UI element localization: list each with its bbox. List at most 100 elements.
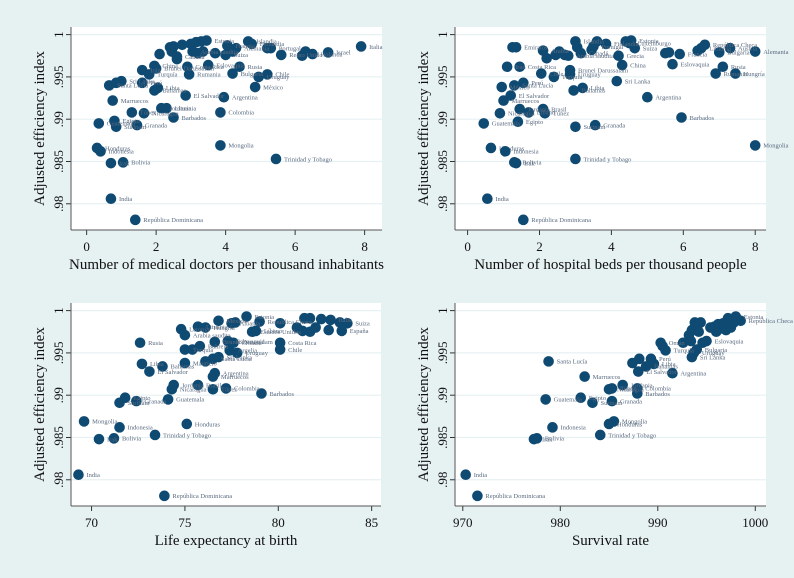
data-point-label: El Salvador — [157, 369, 188, 376]
data-point — [215, 140, 226, 151]
data-point — [570, 153, 581, 165]
data-point — [164, 42, 176, 53]
data-point-label: Irak — [542, 436, 553, 443]
data-point — [500, 146, 511, 157]
data-point — [213, 315, 224, 327]
data-point-label: Francia — [688, 51, 708, 58]
data-point — [325, 314, 336, 326]
data-point-label: Argelia — [238, 348, 257, 355]
data-point-label: Estonia — [215, 38, 235, 45]
data-point-label: Santa Lucía — [557, 359, 588, 366]
y-tick-label: 1 — [435, 31, 450, 38]
data-point-label: Croacia — [241, 340, 261, 347]
y-tick-label: .99 — [51, 111, 66, 127]
data-point — [138, 107, 150, 119]
x-tick-label: 2 — [153, 239, 160, 254]
data-point-label: Mongolia — [92, 419, 117, 426]
data-point-label: Sri Lanka — [625, 78, 651, 85]
data-point-label: Granada — [144, 398, 166, 405]
x-tick-label: 2 — [536, 239, 543, 254]
x-axis-title: Survival rate — [572, 533, 649, 549]
data-point-label: Irak — [524, 160, 535, 167]
data-point-label: Suiza — [355, 321, 370, 328]
data-point — [105, 157, 117, 169]
data-point — [209, 47, 221, 59]
data-point-label: Colombia — [228, 110, 254, 117]
data-point-label: Honduras — [195, 421, 221, 428]
data-point — [110, 121, 122, 133]
data-point — [589, 119, 601, 131]
data-point-label: Guatemala — [492, 121, 520, 128]
data-point — [179, 357, 191, 369]
data-point-label: Nicaragua — [508, 111, 535, 118]
data-point — [611, 75, 623, 87]
data-point — [620, 36, 632, 47]
data-point-label: Argentina — [655, 95, 681, 102]
data-point-label: Italia — [339, 317, 352, 324]
data-point — [632, 366, 644, 377]
data-point — [180, 90, 191, 101]
data-point-label: República Checa — [749, 318, 793, 325]
data-point — [274, 344, 286, 355]
data-point-label: Chile — [288, 347, 302, 354]
data-point-label: Albania — [240, 321, 261, 328]
x-tick-label: 85 — [365, 515, 378, 530]
data-point — [528, 433, 540, 445]
x-tick-label: 4 — [222, 239, 229, 254]
data-point-label: República Dominicana — [143, 217, 203, 224]
data-point — [136, 64, 148, 76]
x-axis-title: Number of medical doctors per thousand i… — [69, 257, 384, 273]
data-point-label: Eslovaquia — [681, 62, 710, 69]
data-point — [640, 361, 652, 372]
data-point-label: Uruguay — [245, 350, 268, 357]
data-point — [275, 49, 287, 61]
data-point — [270, 153, 282, 165]
data-point — [78, 416, 90, 427]
data-point-label: Lituania — [175, 106, 197, 113]
data-point-label: Granada — [620, 398, 642, 405]
y-tick-label: 1 — [51, 31, 66, 38]
data-point — [234, 61, 245, 73]
data-point — [496, 81, 508, 93]
data-point — [730, 68, 741, 79]
data-point — [460, 469, 472, 481]
data-point — [677, 337, 689, 349]
data-point — [93, 118, 105, 129]
data-point — [107, 95, 118, 106]
data-point-label: Granada — [603, 122, 625, 129]
data-point-label: Nicaragua — [617, 387, 644, 394]
scatter-panel-2: .98 .985 .99 .995 1 0 2 4 6 8 Adjusted efficiency … — [416, 27, 789, 273]
data-point-label: Finlandia — [260, 41, 285, 48]
data-point-label: Marruecos — [593, 374, 621, 381]
data-point — [510, 157, 522, 169]
data-point-label: Rumania — [197, 72, 221, 79]
data-point — [683, 329, 695, 341]
y-tick-label: .99 — [435, 111, 450, 127]
data-point — [192, 321, 204, 332]
data-point — [627, 357, 638, 369]
data-point-label: Argentina — [680, 371, 706, 378]
data-point — [667, 58, 678, 70]
data-point-label: Marruecos — [512, 98, 540, 105]
data-point-label: Santa Lucía — [117, 83, 148, 90]
data-point — [355, 41, 367, 52]
data-point — [749, 140, 761, 151]
data-point-label: Barbados — [645, 391, 670, 398]
data-point-label: Irán — [150, 67, 161, 74]
x-tick-label: 1000 — [742, 515, 768, 530]
data-point — [129, 214, 141, 226]
data-point-label: Islandia — [583, 39, 604, 46]
data-point-label: Turquía — [674, 348, 694, 355]
data-point — [179, 344, 191, 355]
data-point — [105, 193, 117, 205]
data-point-label: China — [162, 63, 178, 70]
data-point-label: Jordania — [182, 382, 204, 389]
data-point-label: Brasil — [206, 382, 222, 389]
data-point — [249, 81, 261, 93]
data-point-label: México — [263, 84, 283, 91]
y-tick-label: .98 — [51, 196, 66, 212]
data-point-label: Barbados — [182, 115, 207, 122]
data-point — [131, 395, 142, 407]
data-point-label: Uruguay — [702, 350, 725, 357]
